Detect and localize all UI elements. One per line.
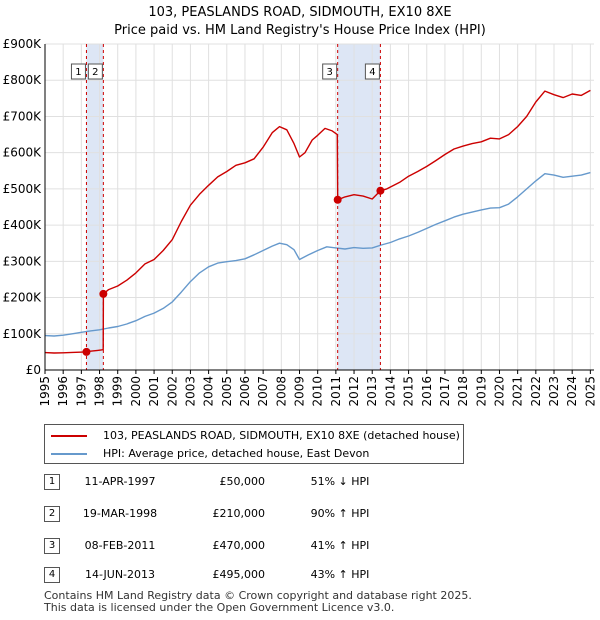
x-tick-label: 2015 xyxy=(402,376,416,407)
row-price: £495,000 xyxy=(212,568,266,581)
transaction-point xyxy=(82,347,91,356)
title-line-2: Price paid vs. HM Land Registry's House … xyxy=(114,23,486,38)
x-tick-label: 2019 xyxy=(474,376,488,407)
shaded-range xyxy=(337,44,381,370)
x-tick-label: 2022 xyxy=(529,376,543,407)
y-tick-label: £0 xyxy=(26,363,41,377)
row-hpi: 90% ↑ HPI xyxy=(310,507,370,520)
x-tick-label: 2016 xyxy=(420,376,434,407)
x-tick-label: 2009 xyxy=(293,376,307,407)
row-date: 19-MAR-1998 xyxy=(82,507,158,520)
table-row: 1 11-APR-1997 £50,000 51% ↓ HPI xyxy=(0,472,600,492)
transaction-marker-label: 1 xyxy=(75,67,81,78)
legend-label-property: 103, PEASLANDS ROAD, SIDMOUTH, EX10 8XE … xyxy=(103,429,460,442)
row-date: 11-APR-1997 xyxy=(84,475,156,488)
x-tick-label: 2008 xyxy=(274,376,288,407)
footer-note: Contains HM Land Registry data © Crown c… xyxy=(44,590,472,614)
row-date: 08-FEB-2011 xyxy=(84,539,156,552)
x-tick-label: 2006 xyxy=(238,376,252,407)
x-tick-label: 2018 xyxy=(456,376,470,407)
x-tick-label: 2011 xyxy=(329,376,343,407)
row-number-badge: 2 xyxy=(44,506,60,522)
y-tick-label: £700K xyxy=(3,109,43,123)
transaction-marker-badge xyxy=(87,63,103,80)
x-tick-label: 2001 xyxy=(147,376,161,407)
x-tick-label: 1998 xyxy=(93,376,107,407)
x-tick-label: 2010 xyxy=(311,376,325,407)
x-tick-label: 2002 xyxy=(165,376,179,407)
row-hpi: 51% ↓ HPI xyxy=(310,475,370,488)
x-tick-label: 2023 xyxy=(547,376,561,407)
transaction-marker-label: 3 xyxy=(326,67,332,78)
table-row: 2 19-MAR-1998 £210,000 90% ↑ HPI xyxy=(0,504,600,524)
x-tick-label: 1997 xyxy=(74,376,88,407)
transaction-marker-badge xyxy=(70,63,86,80)
row-price: £210,000 xyxy=(212,507,266,520)
table-row: 4 14-JUN-2013 £495,000 43% ↑ HPI xyxy=(0,565,600,585)
row-price: £50,000 xyxy=(219,475,266,488)
footer-copyright: Contains HM Land Registry data © Crown c… xyxy=(44,589,472,602)
legend-swatch-hpi xyxy=(51,453,87,455)
x-tick-label: 2024 xyxy=(565,376,579,407)
y-tick-label: £200K xyxy=(3,291,43,305)
x-tick-label: 1999 xyxy=(111,376,125,407)
x-tick-label: 2012 xyxy=(347,376,361,407)
row-price: £470,000 xyxy=(212,539,266,552)
transaction-marker-badge xyxy=(322,63,338,80)
x-tick-label: 2007 xyxy=(256,376,270,407)
x-tick-label: 2003 xyxy=(183,376,197,407)
x-tick-label: 2020 xyxy=(492,376,506,407)
x-tick-label: 1995 xyxy=(38,376,52,407)
transaction-marker-badge xyxy=(364,63,380,80)
x-tick-label: 2004 xyxy=(202,376,216,407)
row-date: 14-JUN-2013 xyxy=(84,568,156,581)
x-tick-label: 2014 xyxy=(383,376,397,407)
shaded-range xyxy=(86,44,104,370)
y-tick-label: £300K xyxy=(3,254,43,268)
row-hpi: 41% ↑ HPI xyxy=(310,539,370,552)
x-tick-label: 2005 xyxy=(220,376,234,407)
legend: 103, PEASLANDS ROAD, SIDMOUTH, EX10 8XE … xyxy=(44,424,464,464)
transaction-marker-label: 2 xyxy=(92,67,98,78)
y-tick-label: £100K xyxy=(3,327,43,341)
x-tick-label: 2013 xyxy=(365,376,379,407)
y-tick-label: £900K xyxy=(3,37,43,51)
transaction-marker-label: 4 xyxy=(369,67,375,78)
table-row: 3 08-FEB-2011 £470,000 41% ↑ HPI xyxy=(0,536,600,556)
transaction-point xyxy=(376,186,385,195)
y-tick-label: £500K xyxy=(3,182,43,196)
title-line-1: 103, PEASLANDS ROAD, SIDMOUTH, EX10 8XE xyxy=(148,5,452,20)
x-tick-label: 2021 xyxy=(511,376,525,407)
chart-title: 103, PEASLANDS ROAD, SIDMOUTH, EX10 8XE … xyxy=(0,4,600,40)
y-tick-label: £400K xyxy=(3,218,43,232)
legend-label-hpi: HPI: Average price, detached house, East… xyxy=(103,447,370,460)
x-tick-label: 2000 xyxy=(129,376,143,407)
transaction-point xyxy=(99,289,108,298)
x-tick-label: 2017 xyxy=(438,376,452,407)
y-tick-label: £600K xyxy=(3,146,43,160)
y-tick-label: £800K xyxy=(3,73,43,87)
row-hpi: 43% ↑ HPI xyxy=(310,568,370,581)
footer-licence: This data is licensed under the Open Gov… xyxy=(44,601,395,614)
legend-swatch-property xyxy=(51,435,87,437)
row-number-badge: 1 xyxy=(44,474,60,490)
x-tick-label: 2025 xyxy=(583,376,597,407)
row-number-badge: 4 xyxy=(44,567,60,583)
transaction-point xyxy=(333,195,342,204)
x-tick-label: 1996 xyxy=(56,376,70,407)
series-line-property xyxy=(44,89,591,354)
row-number-badge: 3 xyxy=(44,538,60,554)
series-line-hpi xyxy=(44,171,591,337)
